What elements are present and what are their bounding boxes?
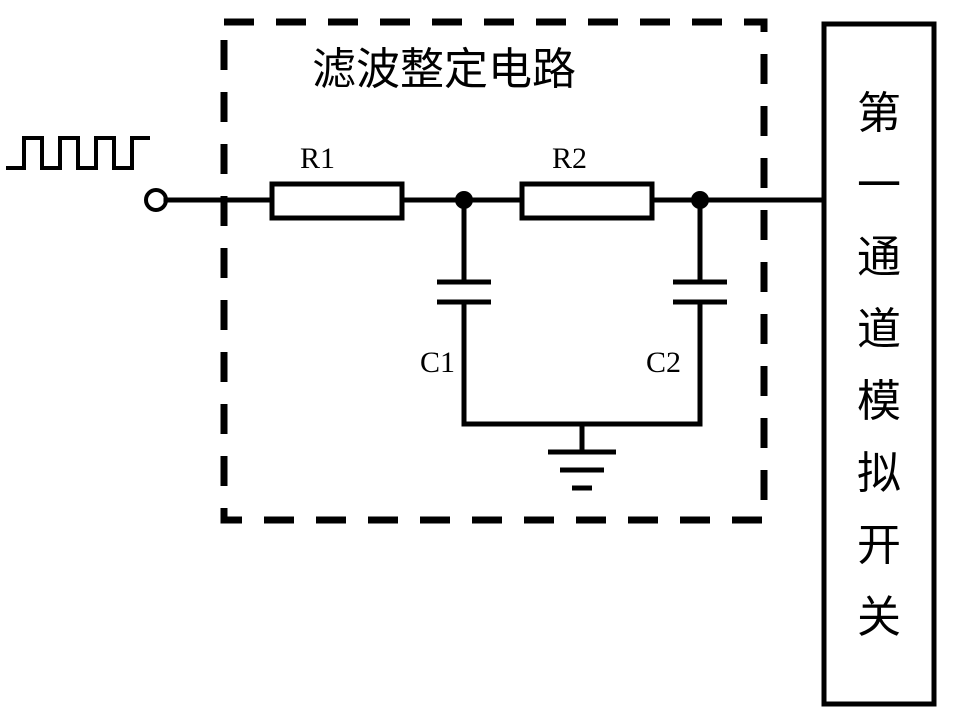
resistor-r1-label: R1 [300,142,335,175]
input-terminal [146,190,166,210]
node-dot [691,191,709,209]
channel-1-analog-switch-label-char: 道 [857,305,901,354]
filter-circuit-title: 滤波整定电路 [312,45,576,94]
canvas-bg [0,0,954,720]
resistor-r2-label: R2 [552,142,587,175]
channel-1-analog-switch-label-char: 模 [857,377,901,426]
node-dot [455,191,473,209]
channel-1-analog-switch-label-char: 关 [857,593,901,642]
circuit-diagram: 滤波整定电路 R1 R2 C1 C2 第一通道模拟开关 [0,0,954,720]
resistor-r1 [272,184,402,218]
channel-1-analog-switch-label-char: 一 [857,161,901,210]
capacitor-c2-label: C2 [646,346,681,379]
channel-1-analog-switch-label-char: 通 [857,233,901,282]
channel-1-analog-switch-label-char: 开 [857,521,901,570]
channel-1-analog-switch-label-char: 拟 [857,449,901,498]
channel-1-analog-switch-label-char: 第 [857,89,901,138]
capacitor-c1-label: C1 [420,346,455,379]
resistor-r2 [522,184,652,218]
